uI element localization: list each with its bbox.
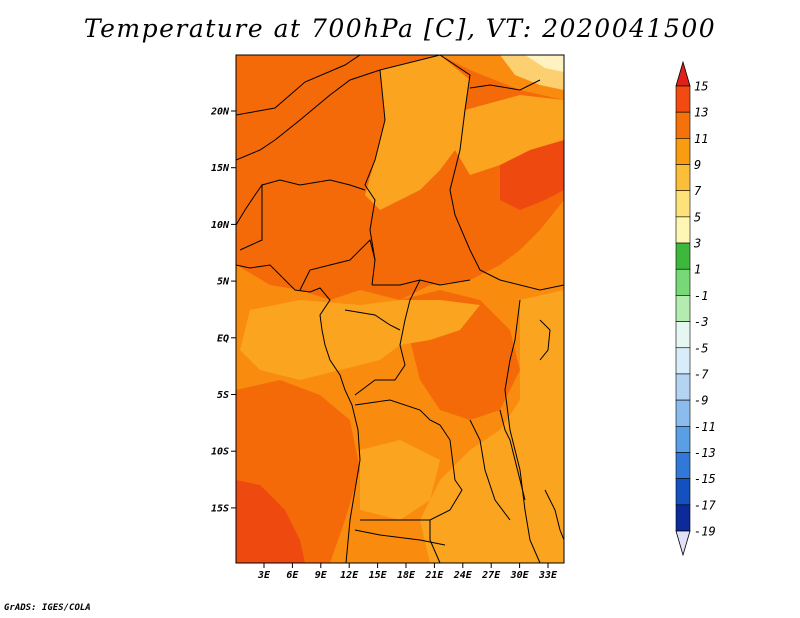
lon-label: 33E xyxy=(538,570,558,581)
map-frame xyxy=(235,54,565,564)
colorbar-label: -13 xyxy=(694,446,716,460)
colorbar-label: 9 xyxy=(694,158,701,172)
lon-label: 9E xyxy=(315,570,328,581)
colorbar-swatch xyxy=(675,216,691,244)
lat-label: 5S xyxy=(217,390,229,401)
colorbar-swatch xyxy=(675,190,691,218)
colorbar-label: 3 xyxy=(693,237,701,251)
credit-text: GrADS: IGES/COLA xyxy=(4,603,91,613)
colorbar-top-arrow xyxy=(675,60,691,87)
colorbar-swatch xyxy=(675,242,691,270)
colorbar-swatch xyxy=(675,295,691,322)
colorbar-labels: 15 13 11 9 7 5 3 1 -1 -3 -5 -7 -9 -11 -13 -15 -17 -19 xyxy=(693,80,716,539)
lat-label: 20N xyxy=(210,107,230,118)
latitude-axis: 20N 15N 10N 5N EQ 5S 10S 15S xyxy=(210,107,236,514)
colorbar-label: -3 xyxy=(694,315,708,329)
colorbar-label: 1 xyxy=(694,263,701,277)
colorbar-label: -17 xyxy=(694,498,716,512)
lon-label: 21E xyxy=(424,570,444,581)
colorbar-label: 13 xyxy=(694,106,708,120)
colorbar-label: 7 xyxy=(694,184,702,198)
colorbar-label: 5 xyxy=(694,210,701,224)
lat-label: 15N xyxy=(211,163,230,174)
colorbar-swatch xyxy=(675,164,691,192)
lat-label: 10N xyxy=(211,220,230,231)
colorbar-swatches xyxy=(675,60,691,557)
lon-label: 27E xyxy=(481,570,501,581)
lat-label: 10S xyxy=(211,447,229,458)
chart-title: Temperature at 700hPa [C], VT: 202004150… xyxy=(83,14,717,43)
colorbar-swatch xyxy=(675,321,691,349)
colorbar-bottom-arrow xyxy=(675,530,691,557)
coastlines xyxy=(236,55,564,563)
colorbar-swatch xyxy=(675,85,691,113)
lon-label: 18E xyxy=(397,570,416,581)
colorbar-swatch xyxy=(675,425,691,453)
lon-label: 15E xyxy=(369,570,388,581)
colorbar-label: -1 xyxy=(694,289,708,303)
colorbar-swatch xyxy=(675,452,691,479)
colorbar-swatch xyxy=(675,399,691,427)
colorbar-label: 11 xyxy=(694,132,708,146)
colorbar-label: 15 xyxy=(694,80,708,94)
colorbar-swatch xyxy=(675,111,691,139)
longitude-axis: 3E 6E 9E 12E 15E 18E 21E 24E 27E 30E 33E xyxy=(257,563,558,581)
colorbar-label: -5 xyxy=(694,341,708,355)
colorbar-swatch xyxy=(675,504,691,532)
cool-region-south xyxy=(360,440,440,520)
colorbar-label: -15 xyxy=(694,472,716,486)
lon-label: 30E xyxy=(510,570,530,581)
cool-region-center xyxy=(240,300,480,380)
colorbar-swatch xyxy=(675,268,691,296)
lat-label: 15S xyxy=(211,503,229,514)
lon-label: 3E xyxy=(257,570,271,581)
palest-region-ne xyxy=(525,55,564,72)
lat-label: EQ xyxy=(217,333,229,344)
lat-label: 5N xyxy=(217,277,230,288)
colorbar-swatch xyxy=(675,478,691,506)
lon-label: 12E xyxy=(340,570,359,581)
map-field xyxy=(236,55,564,563)
colorbar-swatch xyxy=(675,373,691,401)
cool-region-north xyxy=(365,55,470,210)
hot-region-sw xyxy=(236,480,305,563)
hot-region-ne xyxy=(500,140,564,210)
colorbar-label: -9 xyxy=(694,394,708,408)
lon-label: 24E xyxy=(453,570,473,581)
lon-label: 6E xyxy=(286,570,299,581)
colorbar-label: -11 xyxy=(694,420,716,434)
cool-region-ne xyxy=(455,95,564,175)
colorbar-swatch xyxy=(675,347,691,375)
colorbar-swatch xyxy=(675,138,691,165)
colorbar-label: -19 xyxy=(694,525,716,539)
colorbar-label: -7 xyxy=(694,367,709,381)
cool-region-east xyxy=(420,290,564,563)
